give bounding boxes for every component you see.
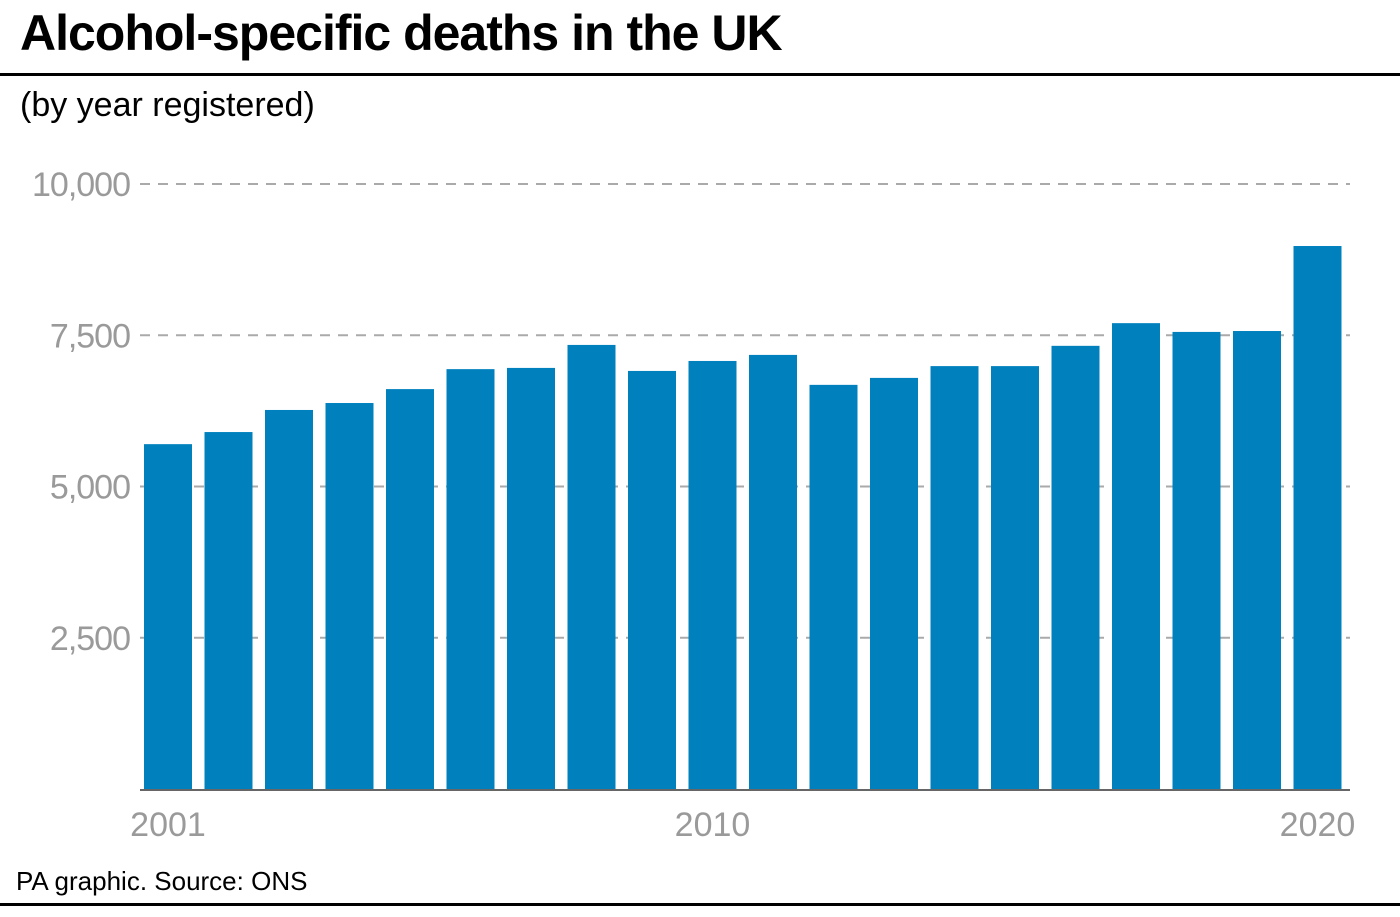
y-tick-label: 10,000 — [32, 166, 130, 204]
y-tick-label: 2,500 — [50, 620, 130, 658]
chart-title: Alcohol-specific deaths in the UK — [20, 5, 783, 61]
bar-2018 — [1172, 331, 1221, 789]
bar-2006 — [446, 369, 495, 789]
title-divider — [0, 73, 1400, 76]
source-note: PA graphic. Source: ONS — [16, 866, 308, 896]
bar-2014 — [930, 366, 979, 789]
bar-2007 — [507, 367, 555, 789]
bar-2017 — [1112, 323, 1160, 789]
bar-2015 — [991, 366, 1039, 789]
bar-2009 — [628, 370, 676, 789]
bar-2019 — [1233, 331, 1281, 789]
bar-2016 — [1051, 345, 1100, 789]
bar-2011 — [749, 354, 797, 789]
bar-2013 — [870, 377, 918, 789]
x-tick-label: 2001 — [130, 806, 206, 844]
x-tick-label: 2010 — [675, 806, 751, 844]
y-tick-label: 7,500 — [50, 317, 130, 355]
bar-2008 — [567, 344, 616, 789]
y-tick-label: 5,000 — [50, 469, 130, 507]
bar-2004 — [325, 403, 374, 789]
bar-2002 — [204, 432, 253, 789]
bar-2010 — [688, 360, 737, 789]
chart-subtitle: (by year registered) — [20, 86, 315, 124]
bar-2001 — [144, 444, 192, 789]
x-tick-label: 2020 — [1280, 806, 1356, 844]
bar-2012 — [809, 384, 858, 789]
bar-2020 — [1293, 246, 1342, 789]
bar-2005 — [386, 389, 434, 789]
bottom-divider — [0, 903, 1400, 906]
bar-2003 — [265, 409, 313, 789]
